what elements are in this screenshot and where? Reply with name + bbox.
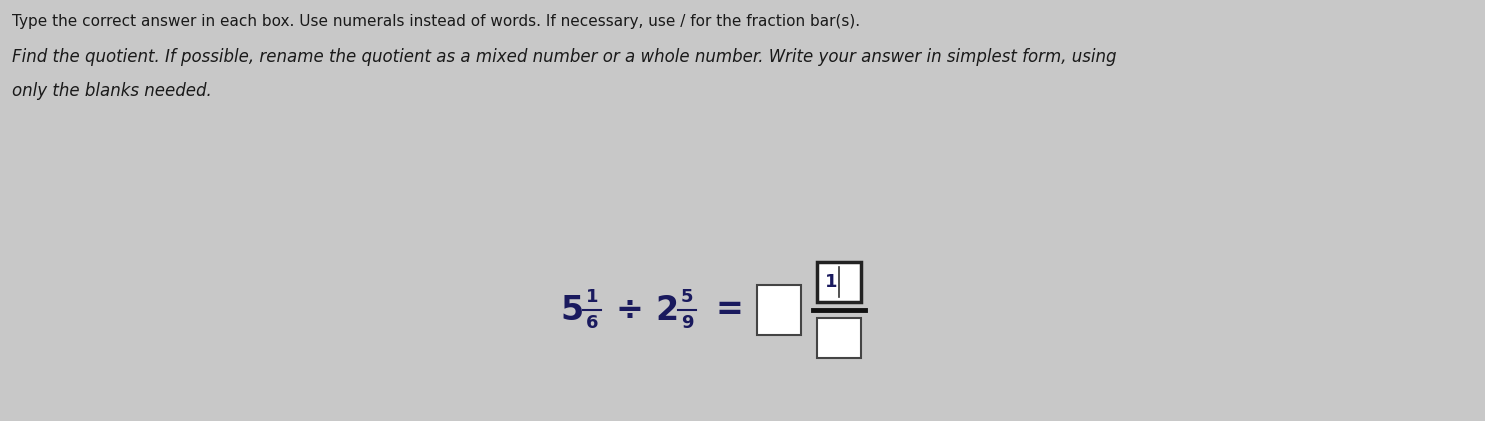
Bar [817,262,861,302]
Text: ÷: ÷ [615,293,643,327]
Text: Find the quotient. If possible, rename the quotient as a mixed number or a whole: Find the quotient. If possible, rename t… [12,48,1117,66]
Bar [817,318,861,358]
Text: 2: 2 [655,293,679,327]
Text: 5: 5 [680,288,693,306]
Text: =: = [716,293,742,327]
Text: 5: 5 [560,293,584,327]
Text: 1: 1 [826,273,838,291]
Text: Type the correct answer in each box. Use numerals instead of words. If necessary: Type the correct answer in each box. Use… [12,14,860,29]
Text: 1: 1 [585,288,598,306]
Text: 9: 9 [680,314,693,332]
Text: 6: 6 [585,314,598,332]
Text: only the blanks needed.: only the blanks needed. [12,82,212,100]
Bar [757,285,800,335]
